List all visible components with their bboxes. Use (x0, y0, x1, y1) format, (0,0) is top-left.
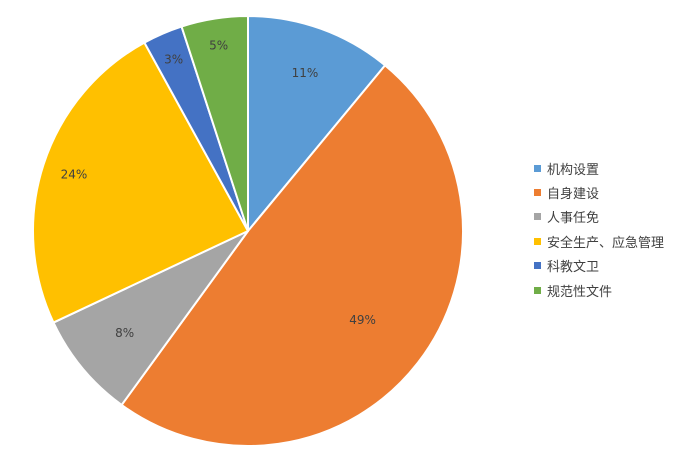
legend-label-4: 安全生产、应急管理 (547, 235, 665, 251)
chart-legend: 机构设置自身建设人事任免安全生产、应急管理 科教文卫规范性文件 (534, 156, 664, 302)
legend-item-5: 科教文卫 (534, 254, 664, 278)
pie-slices (32, 15, 464, 447)
pie-data-label-5: 3% (164, 52, 183, 66)
legend-swatch-3 (534, 213, 541, 221)
pie-slice-2 (120, 64, 464, 447)
legend-swatch-6 (534, 286, 541, 294)
legend-swatch-5 (534, 262, 541, 270)
legend-label-6: 规范性文件 (547, 284, 613, 300)
pie-data-label-4: 24% (61, 167, 88, 181)
legend-item-6: 规范性文件 (534, 278, 664, 302)
legend-swatch-1 (534, 164, 541, 172)
pie-data-label-6: 5% (209, 38, 228, 52)
legend-label-2: 自身建设 (547, 187, 600, 203)
pie-data-labels: 11% 49% 8% 24% 3% 5% (61, 38, 376, 340)
legend-label-5: 科教文卫 (547, 260, 600, 276)
legend-item-1: 机构设置 (534, 156, 664, 180)
pie-data-label-1: 11% (292, 66, 319, 80)
legend-item-4: 安全生产、应急管理 (534, 229, 664, 253)
pie-slice-3 (52, 230, 249, 406)
legend-label-3: 人事任免 (547, 211, 600, 227)
legend-item-2: 自身建设 (534, 180, 664, 204)
legend-item-3: 人事任免 (534, 205, 664, 229)
pie-data-label-2: 49% (349, 313, 376, 327)
legend-swatch-4 (534, 237, 541, 245)
legend-label-1: 机构设置 (547, 162, 600, 178)
pie-data-label-3: 8% (115, 326, 134, 340)
pie-slice-4 (32, 41, 249, 324)
legend-swatch-2 (534, 189, 541, 197)
pie-slice-6 (180, 15, 249, 232)
pie-slice-1 (247, 15, 387, 232)
